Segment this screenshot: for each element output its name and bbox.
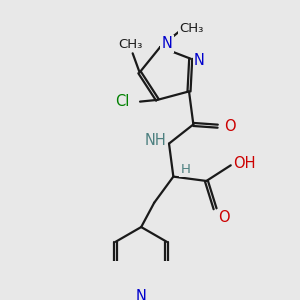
Text: Cl: Cl	[116, 94, 130, 109]
Text: CH₃: CH₃	[179, 22, 204, 35]
Text: O: O	[218, 210, 230, 225]
Text: N: N	[136, 289, 147, 300]
Text: OH: OH	[233, 156, 256, 171]
Text: NH: NH	[144, 133, 166, 148]
Text: CH₃: CH₃	[118, 38, 142, 51]
Text: H: H	[181, 163, 190, 176]
Text: N: N	[162, 36, 172, 51]
Text: N: N	[194, 53, 205, 68]
Text: O: O	[224, 119, 236, 134]
